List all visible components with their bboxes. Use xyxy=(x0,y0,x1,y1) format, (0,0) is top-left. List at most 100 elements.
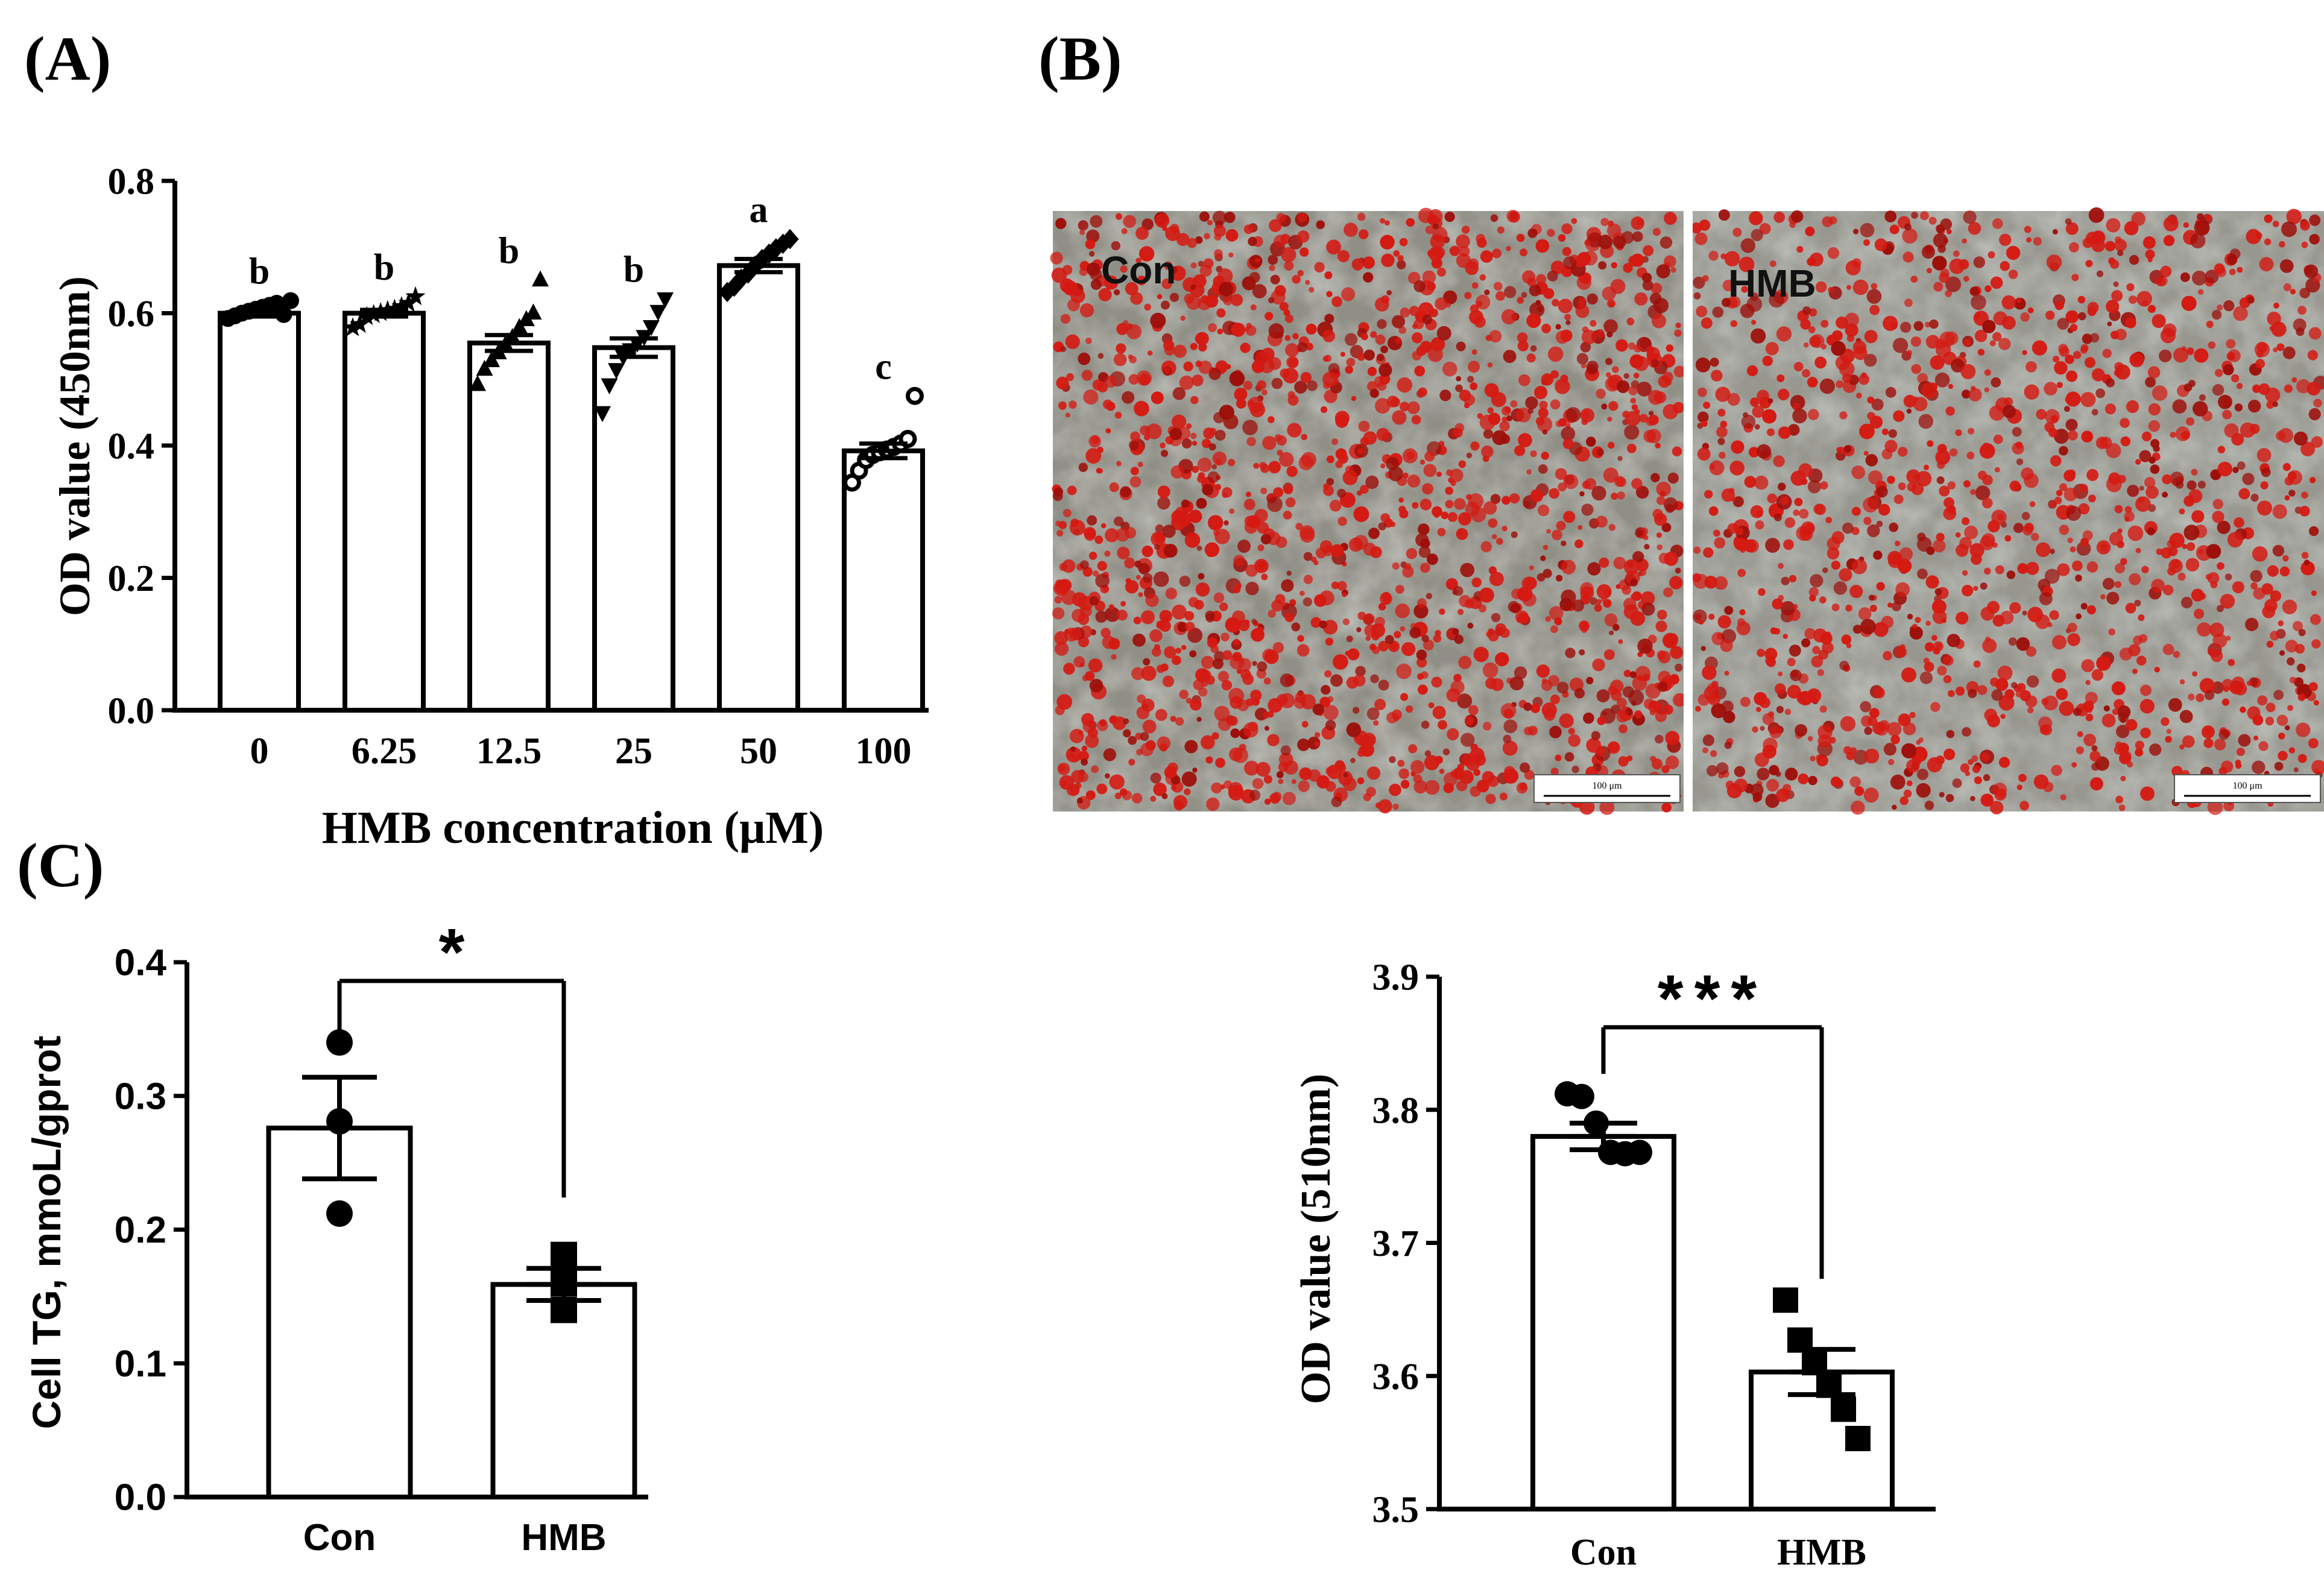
stained-droplet xyxy=(1429,308,1438,318)
stained-droplet xyxy=(1214,233,1222,241)
stained-droplet xyxy=(2072,560,2083,572)
y-tick-label: 3.8 xyxy=(1372,1090,1419,1131)
significance-letter: a xyxy=(750,190,768,231)
stained-droplet xyxy=(2109,532,2123,546)
stained-droplet xyxy=(1636,485,1649,499)
stained-droplet xyxy=(2091,669,2104,681)
stained-droplet xyxy=(1406,705,1413,713)
stained-droplet xyxy=(1579,620,1590,632)
stained-droplet xyxy=(1538,464,1548,474)
stained-droplet xyxy=(2012,427,2022,437)
y-tick-label: 0.0 xyxy=(108,691,155,732)
stained-droplet xyxy=(1499,421,1510,432)
stained-droplet xyxy=(1814,503,1827,515)
stained-droplet xyxy=(2177,572,2186,581)
stained-droplet xyxy=(1101,523,1107,529)
stained-droplet xyxy=(1529,565,1534,570)
stained-droplet xyxy=(1936,461,1945,469)
stained-droplet xyxy=(1608,741,1620,753)
stained-droplet xyxy=(1109,482,1119,493)
stained-droplet xyxy=(1852,279,1869,295)
stained-droplet xyxy=(1070,288,1085,304)
stained-droplet xyxy=(1085,790,1096,800)
stained-droplet xyxy=(1419,459,1426,465)
stained-droplet xyxy=(1237,658,1252,672)
stained-droplet xyxy=(1176,511,1192,527)
stained-droplet xyxy=(2221,698,2230,706)
stained-droplet xyxy=(1501,526,1508,532)
stained-droplet xyxy=(1494,282,1503,291)
stained-droplet xyxy=(1087,515,1097,526)
stained-droplet xyxy=(1490,494,1501,504)
stained-droplet xyxy=(1323,485,1334,496)
stained-droplet xyxy=(1617,491,1625,500)
data-point xyxy=(781,229,799,250)
stained-droplet xyxy=(1153,571,1169,587)
stained-droplet xyxy=(1774,513,1782,522)
stained-droplet xyxy=(1147,350,1153,356)
stained-droplet xyxy=(2041,724,2053,736)
stained-droplet xyxy=(1707,692,1721,705)
stained-droplet xyxy=(2270,631,2280,641)
stained-droplet xyxy=(1143,573,1153,583)
stained-droplet xyxy=(1936,476,1945,484)
stained-droplet xyxy=(1413,780,1427,794)
stained-droplet xyxy=(2039,591,2053,605)
stained-droplet xyxy=(2141,431,2152,442)
stained-droplet xyxy=(1568,728,1575,735)
stained-droplet xyxy=(1579,649,1585,656)
stained-droplet xyxy=(1088,435,1101,448)
stained-droplet xyxy=(2284,495,2290,501)
stained-droplet xyxy=(1140,732,1149,741)
stained-droplet xyxy=(1934,588,1942,596)
stained-droplet xyxy=(1418,387,1427,397)
stained-droplet xyxy=(1495,652,1509,667)
stained-droplet xyxy=(1474,315,1486,328)
stained-droplet xyxy=(2021,512,2030,520)
stained-droplet xyxy=(1345,333,1358,346)
data-point xyxy=(405,286,426,306)
stained-droplet xyxy=(2150,464,2160,474)
stained-droplet xyxy=(1781,576,1790,585)
stained-droplet xyxy=(1765,538,1780,553)
stained-droplet xyxy=(1846,285,1851,290)
stained-droplet xyxy=(2180,272,2190,282)
stained-droplet xyxy=(1264,725,1269,731)
stained-droplet xyxy=(2308,408,2321,421)
stained-droplet xyxy=(1319,590,1334,606)
stained-droplet xyxy=(1980,535,1995,550)
stained-droplet xyxy=(1201,735,1215,749)
stained-droplet xyxy=(2229,268,2236,276)
stained-droplet xyxy=(2163,216,2179,232)
stained-droplet xyxy=(1320,406,1328,414)
stained-droplet xyxy=(1762,713,1775,725)
stained-droplet xyxy=(1700,317,1713,329)
stained-droplet xyxy=(1867,412,1875,420)
stained-droplet xyxy=(2132,669,2138,674)
stained-droplet xyxy=(2102,578,2115,590)
stained-droplet xyxy=(1365,635,1371,641)
stained-droplet xyxy=(2260,481,2269,490)
stained-droplet xyxy=(1778,426,1791,439)
stained-droplet xyxy=(2096,655,2111,671)
stained-droplet xyxy=(1261,573,1268,581)
stained-droplet xyxy=(1120,600,1126,607)
stained-droplet xyxy=(2070,324,2078,332)
stained-droplet xyxy=(1756,707,1761,712)
stained-droplet xyxy=(1125,578,1131,584)
stained-droplet xyxy=(1495,291,1505,301)
stained-droplet xyxy=(1811,655,1824,668)
stained-droplet xyxy=(2126,719,2138,731)
stained-droplet xyxy=(1416,649,1427,660)
stained-droplet xyxy=(1776,374,1785,382)
stained-droplet xyxy=(1431,676,1442,688)
y-tick-label: 0.3 xyxy=(115,1076,166,1117)
stained-droplet xyxy=(1103,748,1117,761)
stained-droplet xyxy=(2284,384,2293,393)
stained-droplet xyxy=(1747,365,1758,377)
stained-droplet xyxy=(1214,484,1222,491)
stained-droplet xyxy=(1997,665,2013,681)
stained-droplet xyxy=(1414,365,1426,377)
stained-droplet xyxy=(1853,749,1869,765)
data-point xyxy=(1773,1287,1798,1313)
